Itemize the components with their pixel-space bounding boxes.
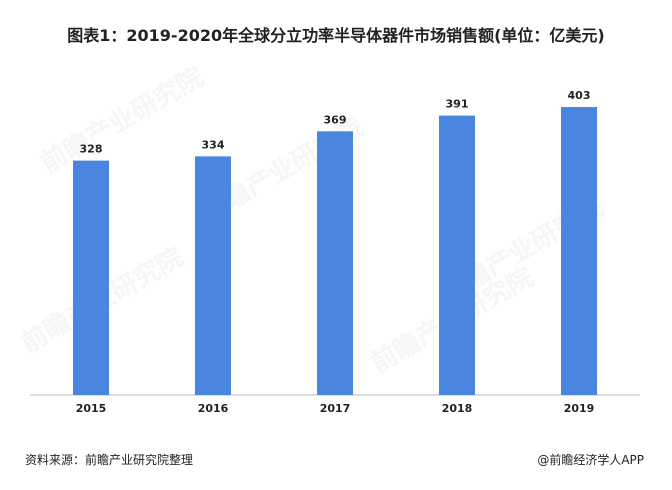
bar-2016 xyxy=(195,156,231,395)
x-tick-label: 2019 xyxy=(564,402,595,415)
data-label: 369 xyxy=(324,113,347,126)
bar-2019 xyxy=(561,107,597,395)
bar-chart: 328 2015 334 2016 369 2017 391 2018 403 2019 xyxy=(30,89,640,415)
brand-credit: @前瞻经济学人APP xyxy=(537,453,644,467)
bar-2015 xyxy=(73,160,109,395)
data-label: 403 xyxy=(568,89,591,102)
x-tick-label: 2016 xyxy=(198,402,229,415)
x-tick-label: 2018 xyxy=(442,402,473,415)
chart-title: 图表1：2019-2020年全球分立功率半导体器件市场销售额(单位：亿美元) xyxy=(67,26,605,45)
source-note: 资料来源：前瞻产业研究院整理 xyxy=(25,453,194,467)
bar-2017 xyxy=(317,131,353,396)
x-tick-label: 2017 xyxy=(320,402,351,415)
data-label: 391 xyxy=(446,98,469,111)
data-label: 334 xyxy=(202,138,225,151)
data-label: 328 xyxy=(80,143,103,156)
x-tick-label: 2015 xyxy=(76,402,107,415)
bar-2018 xyxy=(439,115,475,395)
